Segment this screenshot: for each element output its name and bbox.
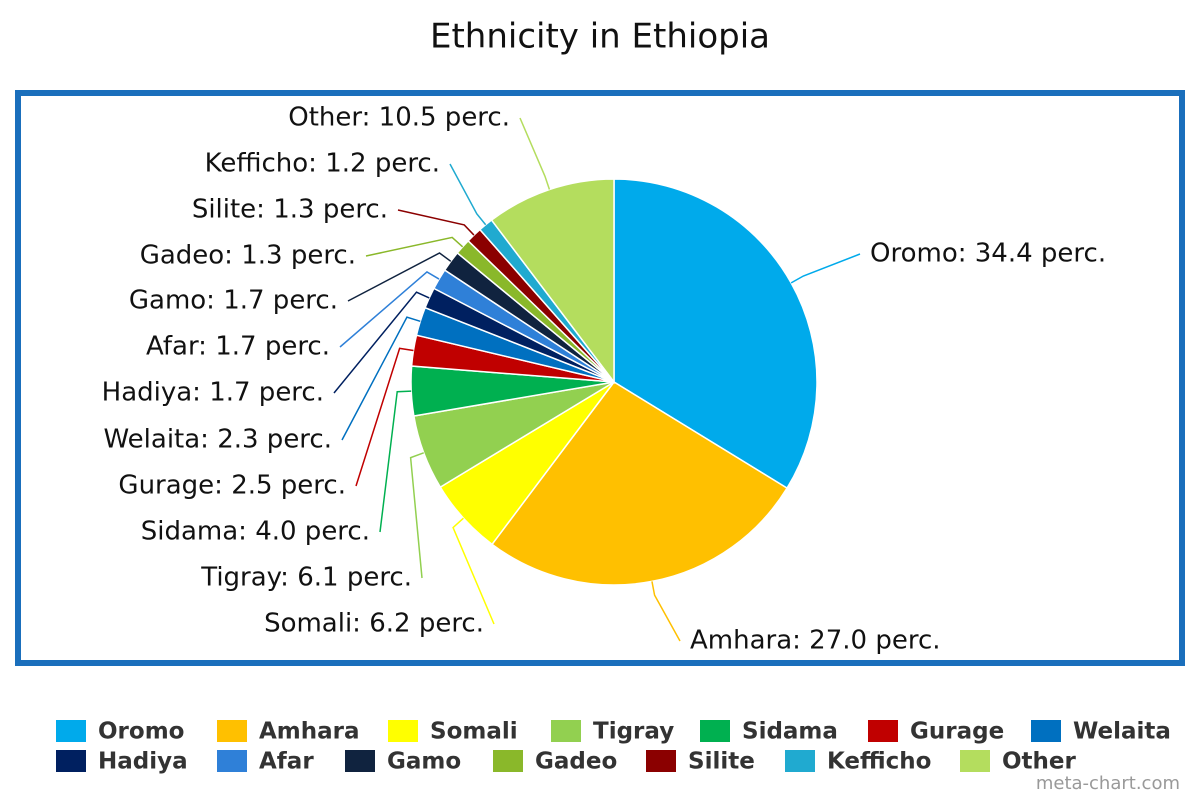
data-label: Gadeo: 1.3 perc.: [140, 241, 356, 271]
legend-label: Gadeo: [535, 749, 617, 775]
leader-line: [409, 452, 424, 579]
data-label: Hadiya: 1.7 perc.: [102, 378, 324, 408]
legend-swatch: [217, 720, 247, 742]
legend-swatch: [551, 720, 581, 742]
leader-line: [397, 209, 475, 236]
legend-swatch: [56, 750, 86, 772]
legend-label: Afar: [259, 749, 314, 775]
data-label: Kefficho: 1.2 perc.: [205, 149, 440, 179]
legend-swatch: [217, 750, 247, 772]
pie-slice: [613, 178, 818, 490]
pie-slice: [491, 381, 789, 586]
legend-swatch: [56, 720, 86, 742]
data-label: Gamo: 1.7 perc.: [129, 286, 338, 316]
leader-line: [790, 253, 861, 284]
legend-swatch: [868, 720, 898, 742]
legend-label: Silite: [688, 749, 755, 775]
leader-line: [333, 291, 430, 394]
legend-label: Kefficho: [827, 749, 931, 775]
legend-label: Tigray: [593, 719, 674, 745]
plot-frame: [15, 90, 1185, 666]
data-label: Welaita: 2.3 perc.: [103, 425, 332, 455]
legend-swatch: [345, 750, 375, 772]
legend-label: Oromo: [98, 719, 184, 745]
legend-label: Gurage: [910, 719, 1004, 745]
data-label: Silite: 1.3 perc.: [192, 195, 388, 225]
legend-swatch: [493, 750, 523, 772]
data-label: Other: 10.5 perc.: [288, 103, 510, 133]
data-label: Amhara: 27.0 perc.: [690, 626, 941, 656]
legend-swatch: [388, 720, 418, 742]
data-label: Sidama: 4.0 perc.: [141, 517, 370, 547]
legend-label: Gamo: [387, 749, 461, 775]
legend-label: Hadiya: [98, 749, 188, 775]
leader-line: [347, 252, 452, 302]
leader-line: [339, 271, 440, 348]
data-label: Gurage: 2.5 perc.: [118, 471, 346, 501]
leader-line: [449, 163, 487, 226]
leader-line: [379, 390, 412, 533]
leader-line: [519, 117, 551, 190]
legend-label: Welaita: [1073, 719, 1171, 745]
chart-title: Ethnicity in Ethiopia: [430, 17, 770, 57]
leader-line: [365, 236, 464, 257]
legend-label: Sidama: [742, 719, 838, 745]
leader-line: [651, 581, 681, 642]
data-label: Tigray: 6.1 perc.: [200, 563, 412, 593]
watermark: meta-chart.com: [1036, 773, 1180, 794]
data-label: Afar: 1.7 perc.: [146, 332, 330, 362]
data-label: Oromo: 34.4 perc.: [870, 239, 1106, 269]
legend-swatch: [700, 720, 730, 742]
leader-line: [341, 316, 421, 441]
leader-line: [452, 517, 495, 625]
legend-label: Amhara: [259, 719, 360, 745]
legend-swatch: [646, 750, 676, 772]
legend-swatch: [960, 750, 990, 772]
legend-label: Other: [1002, 749, 1077, 775]
legend-swatch: [785, 750, 815, 772]
legend-label: Somali: [430, 719, 518, 745]
data-label: Somali: 6.2 perc.: [264, 609, 484, 639]
legend-swatch: [1031, 720, 1061, 742]
leader-line: [355, 347, 414, 487]
